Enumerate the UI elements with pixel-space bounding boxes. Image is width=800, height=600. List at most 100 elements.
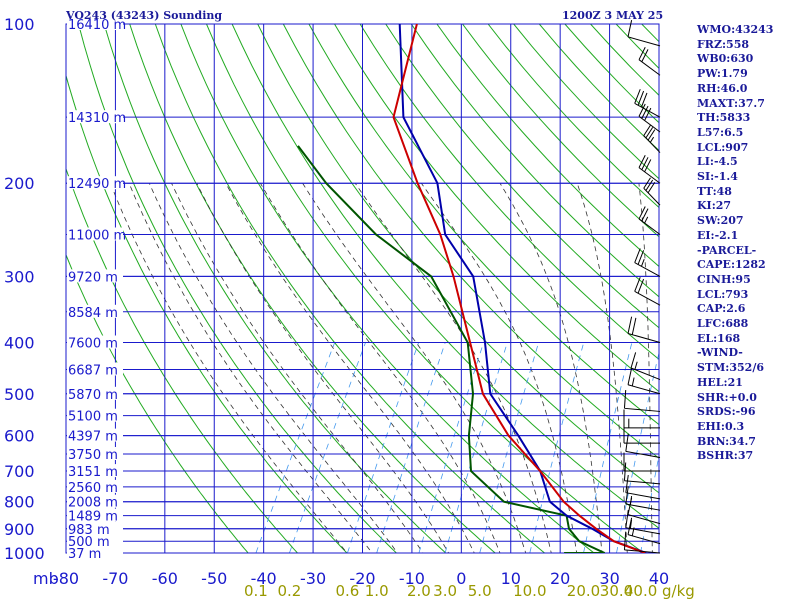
wind-barb <box>627 316 661 343</box>
dry-adiabat <box>206 24 645 553</box>
moist-adiabat <box>576 183 628 553</box>
index-line: EHI:0.3 <box>697 419 745 433</box>
wind-barb <box>634 248 661 277</box>
dry-adiabat <box>359 24 659 360</box>
mixing-ratio-label: 0.1 <box>244 582 268 600</box>
pressure-tick-label: 100 <box>4 15 35 34</box>
wind-barb <box>625 433 661 459</box>
barb-staff <box>627 534 661 545</box>
height-label-bg <box>67 408 123 422</box>
index-line: LCL:907 <box>697 140 749 154</box>
index-line: LFC:688 <box>697 317 749 331</box>
barb-flag <box>637 90 645 106</box>
barb-flag <box>627 367 633 385</box>
height-label-bg <box>67 304 123 318</box>
barb-flag <box>631 317 637 335</box>
dry-adiabat <box>385 24 659 329</box>
index-line: -WIND- <box>697 346 743 360</box>
wind-barb <box>643 177 661 206</box>
index-line: BSHR:37 <box>697 449 754 463</box>
mixing-ratio-unit: g/kg <box>662 582 695 600</box>
station-title: VO243 (43243) Sounding <box>66 9 223 22</box>
barb-flag <box>634 277 641 292</box>
wind-barb <box>623 531 661 554</box>
height-label: 12490 m <box>68 177 126 192</box>
temperature-tick-label: -10 <box>399 569 425 588</box>
barb-staff <box>634 262 661 277</box>
barb-staff <box>627 333 661 343</box>
temperature-tick-label: -20 <box>349 569 375 588</box>
height-label-bg <box>67 508 123 522</box>
moist-adiabat <box>110 183 348 553</box>
axis-labels: 0.1 0.2 0.6 1.0 2.0 3.0 5.0 10.0 20.0 30.040.0 g/k… <box>4 15 695 600</box>
temperature-tick-label: 10 <box>501 569 521 588</box>
barb-staff <box>624 480 661 485</box>
index-line: CAPE:1282 <box>697 258 766 272</box>
pressure-tick-label: 700 <box>4 462 35 481</box>
barb-half-flag <box>649 136 655 143</box>
barb-flag <box>630 352 637 369</box>
barb-flag <box>627 19 633 38</box>
barb-staff <box>630 367 661 381</box>
barb-flag <box>623 462 627 481</box>
wind-barb <box>643 124 661 153</box>
index-line: TT:48 <box>697 184 732 198</box>
barb-flag <box>638 47 646 60</box>
wind-barb <box>634 89 661 118</box>
index-line: L57:6.5 <box>697 125 744 139</box>
barb-flag <box>647 129 656 141</box>
mixing-ratio-label: 5.0 <box>468 582 492 600</box>
height-label-bg <box>67 534 123 548</box>
index-line: CAP:2.6 <box>697 302 746 316</box>
pressure-tick-label: 500 <box>4 385 35 404</box>
wind-barb <box>638 155 661 184</box>
mixing-ratio-line <box>347 342 419 553</box>
barb-flag <box>625 474 629 493</box>
barb-staff <box>627 514 661 525</box>
mixing-ratio-line <box>616 351 659 553</box>
pressure-tick-label: 200 <box>4 174 35 193</box>
height-label: 5100 m <box>68 410 118 425</box>
temperature-tick-label: 40 <box>649 569 669 588</box>
barb-flag <box>637 250 645 265</box>
index-line: WB0:630 <box>697 52 754 66</box>
pressure-tick-label: 400 <box>4 334 35 353</box>
temperature-tick-label: -60 <box>152 569 178 588</box>
plot-frame <box>65 23 660 554</box>
barb-staff <box>625 527 661 535</box>
height-label: 5870 m <box>68 388 118 403</box>
pressure-unit-label: mb <box>33 569 59 588</box>
height-label-bg <box>67 335 123 349</box>
height-label: 9720 m <box>68 270 118 285</box>
dry-adiabat <box>180 24 595 553</box>
height-label-bg <box>67 386 123 400</box>
barb-staff <box>638 115 661 133</box>
mixing-ratio-line <box>289 342 366 553</box>
temperature-tick-label: -70 <box>102 569 128 588</box>
index-line: SI:-1.4 <box>697 170 738 184</box>
index-line: CINH:95 <box>697 272 751 286</box>
height-label-bg <box>67 269 123 283</box>
height-label-bg <box>67 447 123 460</box>
wind-barb <box>638 47 661 76</box>
barb-flag <box>638 206 646 220</box>
height-label-bg <box>67 110 123 124</box>
index-line: STM:352/6 <box>697 361 764 375</box>
index-line: KI:27 <box>697 199 732 213</box>
moist-adiabat <box>225 183 475 553</box>
height-label: 2008 m <box>68 496 118 511</box>
moist-adiabat <box>196 183 450 553</box>
index-line: EI:-2.1 <box>697 228 739 242</box>
barb-staff <box>625 503 661 511</box>
temperature-tick-label: -30 <box>300 569 326 588</box>
dry-adiabat <box>257 24 659 494</box>
height-label: 1489 m <box>68 510 118 525</box>
index-line: MAXT:37.7 <box>697 96 765 110</box>
index-line: PW:1.79 <box>697 67 748 81</box>
index-line: -PARCEL- <box>697 243 757 257</box>
barb-flag <box>645 127 654 139</box>
temperature-tick-label: -40 <box>251 569 277 588</box>
height-label-bg <box>67 176 123 190</box>
barb-staff <box>625 492 661 500</box>
